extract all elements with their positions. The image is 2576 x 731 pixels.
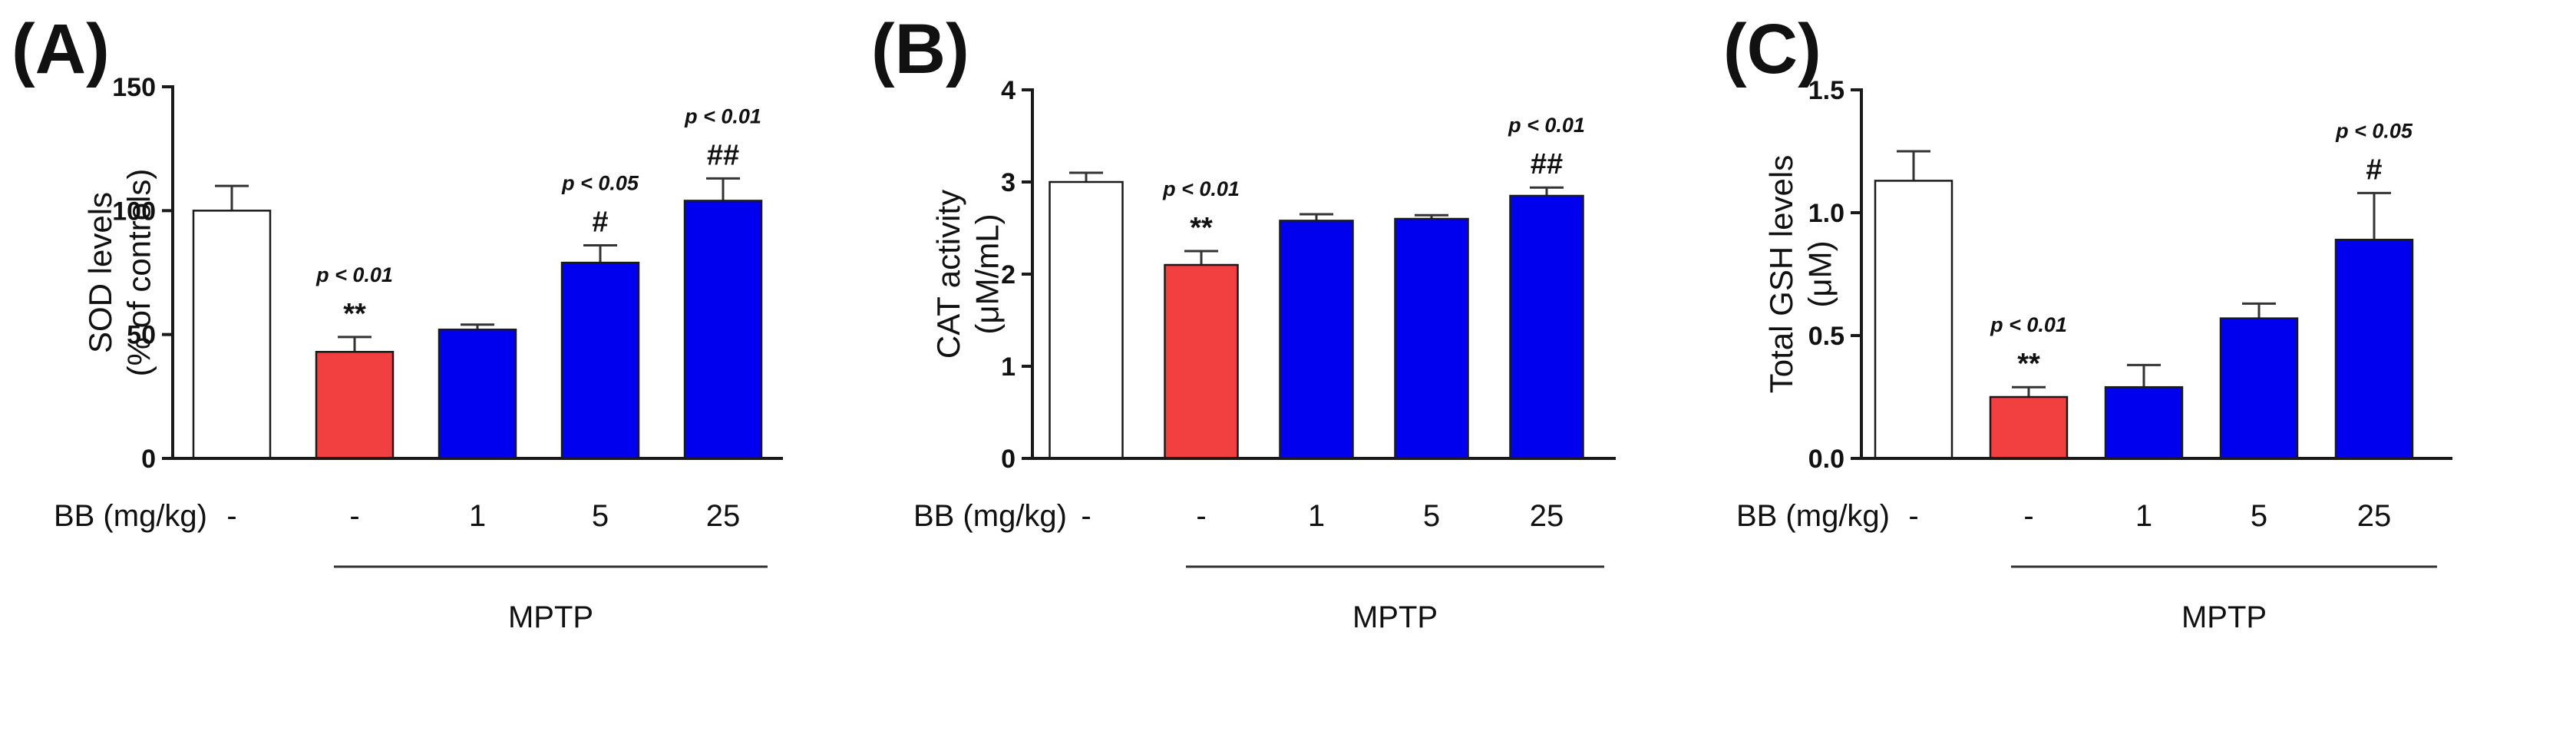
y-tick-label: 1	[1001, 352, 1016, 382]
category-label: -	[1908, 499, 1918, 533]
bar	[1049, 180, 1124, 460]
bar	[438, 328, 517, 460]
panel-b: (B) CAT activity(μM/mL) - ** p < 0.01 - 1 5 ## p …	[871, 10, 1616, 634]
bar	[192, 210, 272, 460]
treatment-label: MPTP	[1352, 600, 1438, 634]
y-axis-title-line: (μM)	[1802, 240, 1838, 307]
panel-a: (A) SOD levels(% of controls) - ** p < 0.01 -…	[12, 10, 783, 634]
y-axis-title-line: (% of controls)	[121, 169, 157, 377]
category-label: 1	[2135, 499, 2152, 533]
bar	[2219, 317, 2299, 460]
y-tick-label: 0	[1001, 445, 1016, 474]
y-axis-title-line: SOD levels	[82, 192, 118, 353]
p-value-label: p < 0.01	[1162, 177, 1240, 200]
y-axis-title-line: Total GSH levels	[1763, 155, 1799, 393]
y-axis-title: Total GSH levels(μM)	[1763, 155, 1838, 393]
y-tick-label: 150	[112, 73, 156, 102]
category-label: 25	[1530, 499, 1564, 533]
category-label: -	[1196, 499, 1206, 533]
bar	[560, 261, 640, 460]
category-label: -	[349, 499, 359, 533]
bar	[1509, 194, 1584, 460]
y-tick-label: 2	[1001, 260, 1016, 289]
y-axis-title-line: CAT activity	[930, 190, 966, 359]
p-value-label: p < 0.05	[2335, 119, 2413, 142]
y-axis-title: SOD levels(% of controls)	[82, 169, 157, 377]
significance-marker: ##	[1531, 148, 1563, 180]
treatment-label: MPTP	[508, 600, 593, 634]
bar	[1989, 395, 2069, 460]
y-tick-label: 50	[127, 321, 156, 350]
x-group-label: BB (mg/kg)	[913, 499, 1067, 533]
panel-label: (B)	[871, 10, 969, 88]
category-label: 1	[469, 499, 486, 533]
bar	[2104, 385, 2184, 460]
bar	[1394, 217, 1469, 460]
y-tick-label: 1.0	[1808, 199, 1844, 228]
y-tick-label: 0.0	[1808, 445, 1844, 474]
significance-marker: ##	[707, 139, 739, 171]
category-label: -	[1081, 499, 1091, 533]
panel-c: (C) Total GSH levels(μM) - ** p < 0.01 - 1 5 # p …	[1723, 10, 2452, 634]
category-label: 25	[706, 499, 741, 533]
panel-label: (A)	[12, 10, 110, 88]
y-tick-label: 0.5	[1808, 322, 1844, 351]
p-value-label: p < 0.01	[315, 263, 393, 286]
p-value-label: p < 0.05	[561, 172, 639, 195]
y-axis-title-line: (μM/mL)	[969, 213, 1005, 334]
significance-marker: #	[2366, 154, 2382, 186]
category-label: -	[2023, 499, 2033, 533]
category-label: 5	[592, 499, 609, 533]
x-group-label: BB (mg/kg)	[1736, 499, 1890, 533]
bar	[2334, 238, 2414, 460]
bar	[1279, 220, 1354, 460]
bar	[683, 200, 763, 460]
p-value-label: p < 0.01	[1508, 114, 1585, 137]
category-label: 1	[1308, 499, 1325, 533]
y-tick-label: 100	[112, 197, 156, 226]
panel-label: (C)	[1723, 10, 1821, 88]
y-tick-label: 3	[1001, 168, 1016, 197]
y-tick-label: 4	[1001, 76, 1016, 105]
y-tick-label: 1.5	[1808, 76, 1844, 105]
p-value-label: p < 0.01	[684, 104, 761, 127]
x-group-label: BB (mg/kg)	[54, 499, 207, 533]
significance-marker: **	[343, 298, 366, 330]
category-label: 25	[2357, 499, 2392, 533]
category-label: 5	[2251, 499, 2267, 533]
significance-marker: **	[1190, 212, 1213, 244]
bar	[1874, 180, 1953, 460]
category-label: -	[226, 499, 236, 533]
bar	[1164, 263, 1239, 460]
bar	[315, 351, 395, 460]
significance-marker: #	[592, 207, 608, 239]
treatment-label: MPTP	[2181, 600, 2267, 634]
p-value-label: p < 0.01	[1990, 313, 2067, 336]
significance-marker: **	[2017, 348, 2040, 380]
category-label: 5	[1423, 499, 1440, 533]
y-tick-label: 0	[141, 445, 156, 474]
y-axis-title: CAT activity(μM/mL)	[930, 190, 1005, 359]
